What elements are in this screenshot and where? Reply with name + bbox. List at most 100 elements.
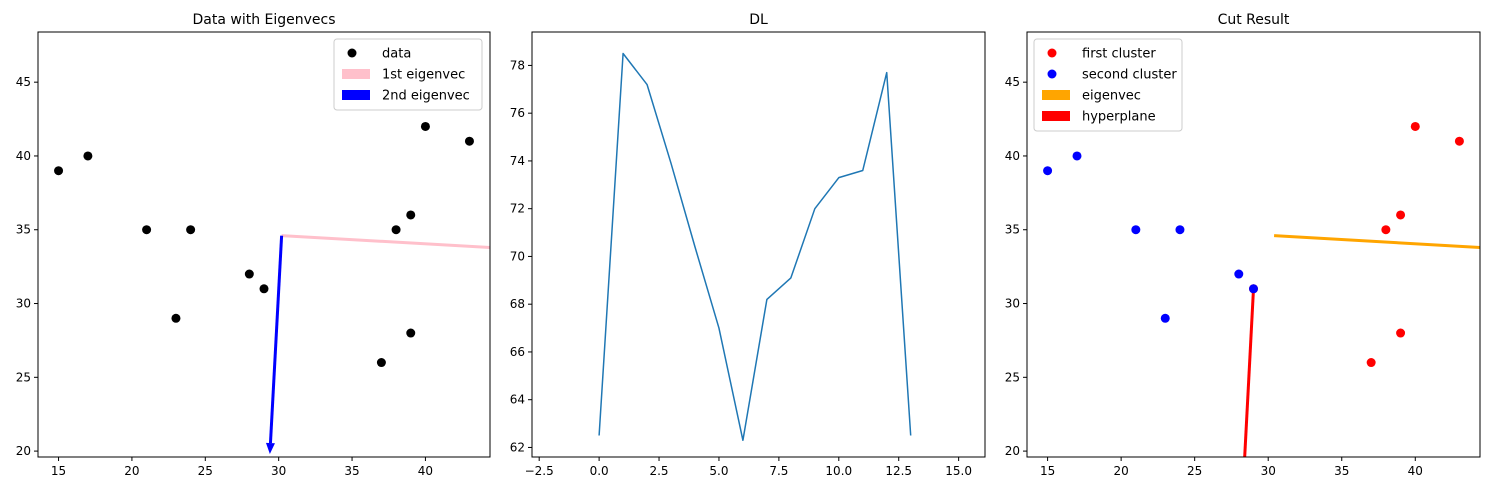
legend: data 1st eigenvec 2nd eigenvec xyxy=(333,38,483,111)
x-tick-label: 40 xyxy=(1408,464,1423,478)
legend-box xyxy=(1033,38,1183,132)
chart-title: Cut Result xyxy=(1218,12,1290,28)
data-point xyxy=(1043,166,1053,176)
data-point xyxy=(1396,328,1406,338)
x-tick-label: 30 xyxy=(1261,464,1276,478)
y-tick-label: 62 xyxy=(510,440,525,454)
arrow-head xyxy=(265,442,275,455)
x-tick-label: 20 xyxy=(124,464,139,478)
x-tick-label: 15 xyxy=(51,464,66,478)
x-tick-label: 12.5 xyxy=(885,464,912,478)
plot-area xyxy=(598,52,912,442)
y-tick-label: 40 xyxy=(1005,149,1020,163)
legend-swatch xyxy=(342,90,370,100)
data-point xyxy=(83,151,93,161)
legend: first cluster second cluster eigenvec hyper… xyxy=(1033,38,1183,132)
y-tick-label: 25 xyxy=(1005,370,1020,384)
data-point xyxy=(1160,313,1170,323)
y-tick-label: 70 xyxy=(510,249,525,263)
x-tick-label: 40 xyxy=(418,464,433,478)
series-line-0 xyxy=(598,52,912,442)
y-tick-label: 35 xyxy=(16,223,31,237)
y-tick-label: 68 xyxy=(510,297,525,311)
x-tick-label: 15.0 xyxy=(945,464,972,478)
plot-area xyxy=(54,121,490,455)
y-tick-label: 30 xyxy=(1005,297,1020,311)
legend-marker xyxy=(1047,69,1057,79)
y-tick-label: 78 xyxy=(510,58,525,72)
subplot-1: Data with Eigenvecs 15 20 25 30 35 40 20 25 30 35 4… xyxy=(16,12,491,478)
y-tick-label: 66 xyxy=(510,345,525,359)
legend-label: 2nd eigenvec xyxy=(382,89,470,104)
x-tick-label: 30 xyxy=(271,464,286,478)
legend-marker xyxy=(347,48,357,58)
chart-title: DL xyxy=(749,12,768,28)
data-point xyxy=(1234,269,1244,279)
legend-label: data xyxy=(382,47,411,62)
legend-label: first cluster xyxy=(1082,47,1156,62)
y-tick-label: 76 xyxy=(510,106,525,120)
y-tick-label: 20 xyxy=(1005,444,1020,458)
legend-label: 1st eigenvec xyxy=(382,68,465,83)
x-tick-label: 15 xyxy=(1040,464,1055,478)
y-tick-label: 35 xyxy=(1005,223,1020,237)
series-line-2 xyxy=(1274,234,1480,249)
data-point xyxy=(1175,225,1185,235)
data-point xyxy=(420,121,430,131)
data-point xyxy=(1366,358,1376,368)
arrow-shaft xyxy=(268,235,284,444)
axes-frame xyxy=(1026,31,1481,458)
x-tick-label: −2.5 xyxy=(525,464,554,478)
x-tick-label: 5.0 xyxy=(709,464,728,478)
x-tick-label: 35 xyxy=(1334,464,1349,478)
x-tick-label: 20 xyxy=(1113,464,1128,478)
x-tick-label: 35 xyxy=(344,464,359,478)
y-tick-label: 20 xyxy=(16,444,31,458)
data-point xyxy=(1072,151,1082,161)
y-tick-label: 74 xyxy=(510,154,525,168)
series-line-3 xyxy=(1243,288,1255,457)
data-point xyxy=(406,210,416,220)
legend-marker xyxy=(1047,48,1057,58)
legend-swatch xyxy=(1042,111,1070,121)
data-point xyxy=(1454,136,1464,146)
subplot-2: DL −2.5 0.0 2.5 5.0 7.5 10.0 12.5 15.0 62 64 66 68 70… xyxy=(510,12,986,478)
legend-label: second cluster xyxy=(1082,68,1177,83)
y-tick-label: 64 xyxy=(510,393,525,407)
axes-frame xyxy=(531,31,986,458)
legend-label: hyperplane xyxy=(1082,110,1156,125)
data-point xyxy=(171,313,181,323)
data-point xyxy=(406,328,416,338)
data-point xyxy=(391,225,401,235)
data-point xyxy=(244,269,254,279)
plot-area xyxy=(1043,121,1480,457)
chart-title: Data with Eigenvecs xyxy=(192,12,335,28)
x-tick-label: 25 xyxy=(198,464,213,478)
series-line-1 xyxy=(281,234,490,249)
y-tick-label: 25 xyxy=(16,370,31,384)
data-point xyxy=(54,166,64,176)
legend-swatch xyxy=(1042,90,1070,100)
data-point xyxy=(186,225,196,235)
x-tick-label: 25 xyxy=(1187,464,1202,478)
data-point xyxy=(1381,225,1391,235)
data-point xyxy=(376,358,386,368)
legend-swatch xyxy=(342,69,370,79)
axes-frame xyxy=(37,31,491,458)
x-tick-label: 0.0 xyxy=(590,464,609,478)
subplot-3: Cut Result 15 20 25 30 35 40 20 25 30 35 40 45 first … xyxy=(1005,12,1481,478)
x-tick-label: 2.5 xyxy=(649,464,668,478)
data-point xyxy=(1131,225,1141,235)
y-tick-label: 45 xyxy=(1005,75,1020,89)
data-point xyxy=(464,136,474,146)
y-tick-label: 30 xyxy=(16,297,31,311)
data-point xyxy=(259,284,269,294)
data-point xyxy=(142,225,152,235)
y-tick-label: 45 xyxy=(16,75,31,89)
x-tick-label: 10.0 xyxy=(825,464,852,478)
x-tick-label: 7.5 xyxy=(769,464,788,478)
y-tick-label: 40 xyxy=(16,149,31,163)
y-tick-label: 72 xyxy=(510,202,525,216)
